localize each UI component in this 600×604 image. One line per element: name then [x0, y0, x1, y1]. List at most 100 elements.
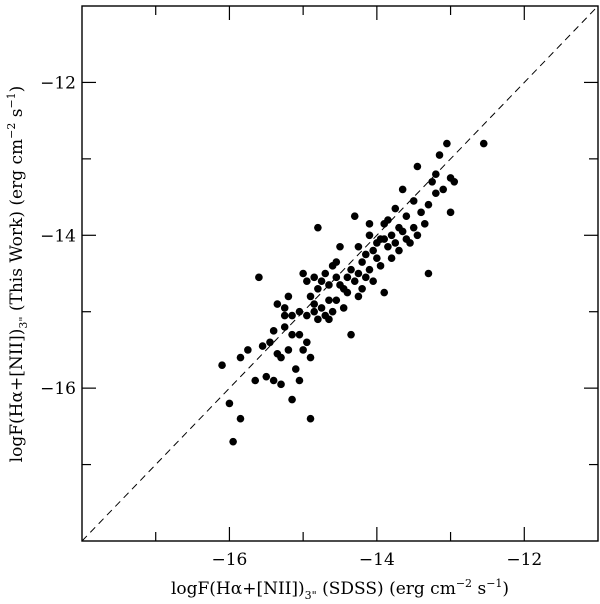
data-point	[358, 284, 366, 293]
data-point	[343, 273, 352, 282]
data-point	[317, 304, 326, 312]
data-point	[288, 330, 296, 339]
data-point	[310, 307, 319, 316]
data-point	[428, 177, 436, 186]
data-point	[295, 307, 304, 316]
data-point	[387, 231, 396, 240]
data-point	[277, 380, 285, 389]
data-point	[439, 185, 448, 194]
x-tick-label: −12	[506, 550, 542, 570]
data-point	[432, 170, 440, 178]
data-point	[269, 376, 278, 385]
plot-frame	[81, 5, 599, 542]
data-point	[284, 292, 293, 301]
data-point	[417, 208, 425, 217]
data-point	[432, 189, 440, 198]
data-point	[354, 269, 363, 278]
data-point	[391, 204, 400, 213]
y-axis-label: logF(Hα+[NII])3" (This Work) (erg cm−2 s…	[5, 86, 30, 463]
data-point	[420, 220, 429, 228]
data-point	[310, 300, 319, 308]
data-point	[365, 265, 374, 274]
data-point	[280, 311, 289, 320]
y-tick-label: −12	[40, 73, 76, 93]
data-point	[398, 185, 407, 194]
tick-labels: −16 −14 −12 −16 −14 −12	[40, 73, 542, 570]
data-point	[269, 327, 278, 335]
data-point	[398, 227, 407, 236]
data-point	[277, 353, 285, 362]
data-point	[291, 365, 300, 373]
data-point	[325, 296, 333, 305]
data-point	[310, 273, 319, 282]
data-point	[362, 273, 370, 282]
data-point	[347, 330, 355, 339]
data-point	[402, 212, 411, 220]
data-points	[218, 139, 488, 446]
y-tick-label: −14	[40, 226, 76, 246]
data-point	[354, 242, 363, 251]
data-point	[258, 342, 267, 350]
data-point	[339, 304, 348, 312]
data-point	[299, 346, 307, 354]
data-point	[295, 330, 304, 339]
data-point	[280, 323, 289, 331]
x-tick-label: −16	[211, 550, 247, 570]
data-point	[358, 258, 366, 266]
reference-line-y-equals-x	[81, 5, 599, 542]
data-point	[251, 376, 260, 385]
data-point	[343, 288, 352, 297]
data-point	[347, 265, 355, 274]
data-point	[321, 269, 330, 278]
x-tick-label: −14	[359, 550, 395, 570]
data-point	[424, 200, 433, 209]
data-point	[255, 273, 263, 282]
data-point	[218, 361, 226, 370]
data-point	[446, 208, 455, 217]
data-point	[409, 223, 418, 232]
data-point	[350, 277, 359, 285]
x-axis-label: logF(Hα+[NII])3" (SDSS) (erg cm−2 s−1)	[171, 577, 509, 602]
data-point	[332, 296, 341, 305]
data-point	[332, 258, 341, 266]
data-point	[384, 216, 392, 224]
data-point	[365, 220, 374, 228]
data-point	[303, 338, 311, 347]
data-point	[450, 177, 459, 186]
data-point	[384, 242, 392, 251]
data-point	[303, 277, 311, 285]
data-point	[391, 239, 400, 247]
data-point	[479, 139, 488, 148]
data-point	[225, 399, 234, 408]
data-point	[299, 269, 307, 278]
data-point	[332, 273, 341, 282]
data-point	[354, 292, 363, 301]
data-point	[336, 242, 344, 251]
data-point	[284, 346, 293, 354]
data-point	[413, 231, 422, 240]
data-point	[314, 284, 322, 293]
data-point	[314, 223, 322, 232]
data-point	[435, 151, 444, 159]
data-point	[306, 292, 315, 301]
data-point	[317, 277, 326, 285]
data-point	[280, 304, 289, 312]
data-point	[395, 246, 403, 255]
data-point	[306, 353, 315, 362]
data-point	[376, 262, 385, 270]
data-point	[413, 162, 422, 171]
data-point	[328, 307, 337, 316]
data-point	[236, 414, 245, 423]
data-point	[288, 311, 296, 320]
data-point	[306, 414, 315, 423]
data-point	[262, 372, 271, 381]
data-point	[295, 376, 304, 385]
data-point	[288, 395, 296, 404]
data-point	[380, 288, 389, 297]
data-point	[365, 231, 374, 240]
data-point	[424, 269, 433, 278]
data-point	[409, 197, 418, 205]
y-tick-label: −16	[40, 379, 76, 399]
data-point	[229, 437, 237, 446]
